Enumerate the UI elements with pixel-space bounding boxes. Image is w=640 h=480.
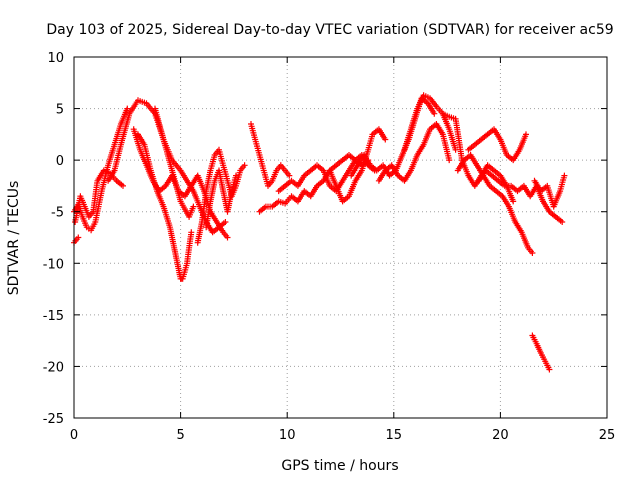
data-point: [75, 234, 82, 241]
data-point: [529, 250, 536, 256]
data-point: [190, 203, 197, 210]
data-point: [222, 219, 229, 225]
x-tick-label: 20: [492, 428, 509, 443]
y-tick-label: -5: [51, 206, 64, 221]
data-point: [124, 105, 131, 112]
y-tick-label: 10: [47, 51, 64, 66]
y-tick-label: -25: [43, 412, 64, 427]
x-tick-label: 15: [386, 428, 403, 443]
x-tick-label: 0: [70, 428, 78, 443]
y-tick-label: 0: [56, 154, 64, 169]
chart-title: Day 103 of 2025, Sidereal Day-to-day VTE…: [46, 22, 613, 38]
x-tick-label: 25: [599, 428, 616, 443]
y-tick-label: -10: [43, 257, 64, 272]
data-point: [120, 182, 126, 189]
data-point: [188, 229, 195, 236]
data-point: [561, 172, 568, 179]
data-point: [233, 172, 239, 179]
grid: [74, 57, 607, 418]
data-point: [559, 219, 566, 225]
plot-frame: [73, 56, 608, 419]
data-point: [382, 136, 389, 143]
y-tick-label: 5: [56, 103, 64, 118]
data-points: [71, 92, 568, 373]
y-tick-label: -20: [43, 360, 64, 375]
data-point: [241, 162, 248, 169]
y-tick-label: -15: [43, 309, 64, 324]
y-axis-label: SDTVAR / TECUs: [6, 181, 22, 296]
x-tick-label: 10: [279, 428, 296, 443]
data-point: [546, 366, 553, 373]
data-point: [446, 157, 453, 164]
axis-ticks: 0 5 10 15 20 25 -25 -20 -15 -10 -5 0 5 10: [43, 51, 616, 443]
x-axis-label: GPS time / hours: [281, 458, 398, 474]
data-point: [286, 172, 293, 179]
data-point: [431, 110, 438, 117]
data-point: [523, 131, 529, 138]
x-tick-label: 5: [176, 428, 184, 443]
data-point: [224, 234, 231, 241]
data-point: [510, 198, 517, 205]
